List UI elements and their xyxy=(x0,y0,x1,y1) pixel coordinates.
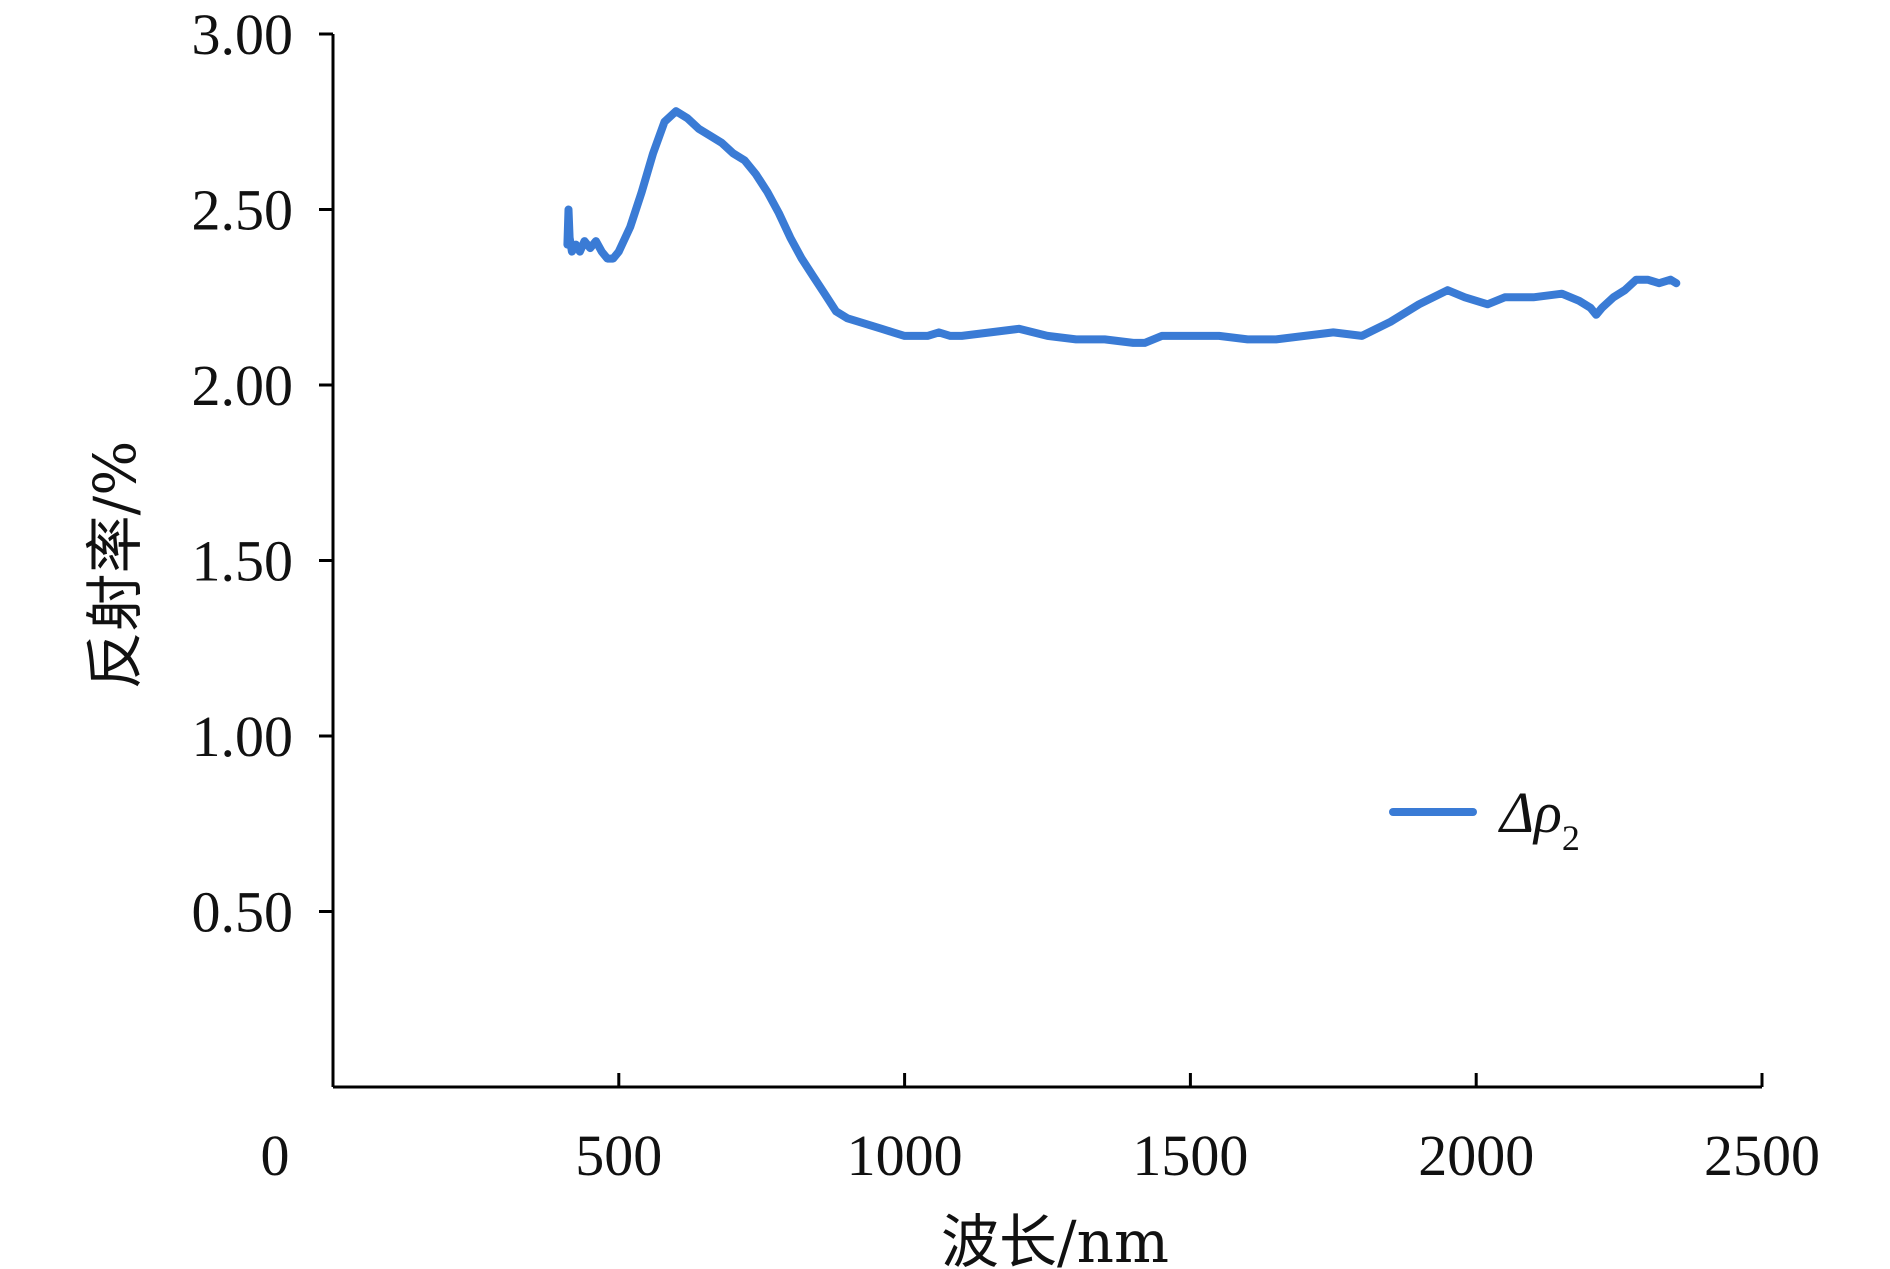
x-axis-title: 波长/nm xyxy=(941,1208,1169,1269)
x-tick-label: 1000 xyxy=(847,1123,963,1188)
y-tick-label: 1.50 xyxy=(192,529,294,594)
x-tick-label: 1500 xyxy=(1132,1123,1248,1188)
axes xyxy=(331,34,1762,1089)
y-tick-label: 1.00 xyxy=(192,704,294,769)
y-axis-title: 反射率/% xyxy=(81,441,149,690)
series-line-0 xyxy=(563,107,1681,347)
x-tick-label: 500 xyxy=(575,1123,662,1188)
y-tick-label: 2.50 xyxy=(192,178,294,243)
legend-symbol: Δρ xyxy=(1498,780,1562,845)
x-tick-label: 0 xyxy=(261,1123,290,1188)
y-tick-label: 0.50 xyxy=(192,880,294,945)
series-group xyxy=(563,107,1681,347)
legend-label: Δρ2 xyxy=(1498,780,1580,858)
y-tick-label: 3.00 xyxy=(192,2,294,67)
legend-subscript: 2 xyxy=(1562,818,1580,858)
ticks: 0.50 1.00 1.50 2.00 2.50 3.00 0 500 1000 1500 2000… xyxy=(192,2,1821,1188)
y-tick-label: 2.00 xyxy=(192,353,294,418)
legend: Δρ2 xyxy=(1389,780,1580,858)
x-tick-label: 2500 xyxy=(1704,1123,1820,1188)
x-tick-label: 2000 xyxy=(1418,1123,1534,1188)
